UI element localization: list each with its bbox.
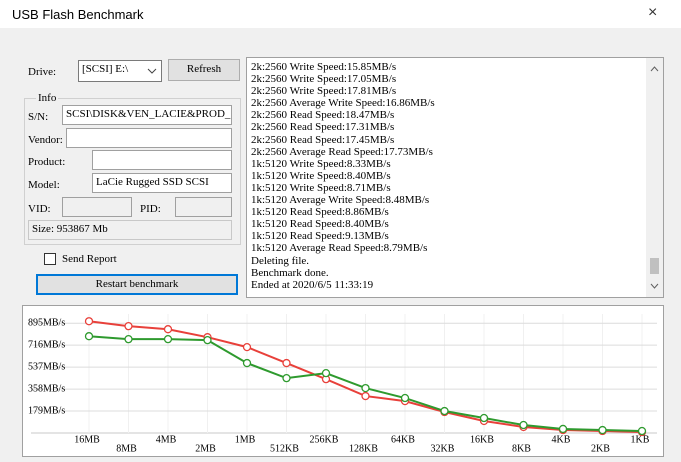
x-tick-label: 16KB [470,434,494,445]
data-point [598,425,607,435]
x-tick-label: 1MB [235,434,256,445]
data-point [84,317,94,326]
log-line: 1k:5120 Write Speed:8.71MB/s [251,181,391,194]
data-point [519,420,528,430]
x-tick-label: 2MB [195,443,216,454]
x-tick-label: 32KB [431,443,455,454]
refresh-button[interactable]: Refresh [168,59,240,81]
log-line: 1k:5120 Write Speed:8.40MB/s [251,169,391,182]
log-line: 1k:5120 Average Read Speed:8.79MB/s [251,242,428,255]
data-point [203,335,212,345]
x-tick-label: 256KB [310,434,339,445]
log-line: 2k:2560 Write Speed:17.05MB/s [251,73,397,86]
data-point [84,332,94,341]
data-point [282,358,291,368]
data-point [282,374,291,383]
send-report-checkbox[interactable] [44,253,56,265]
data-point [163,325,173,334]
x-tick-label: 8MB [116,443,137,454]
drive-select[interactable]: [SCSI] E:\ [78,60,162,82]
log-box: 2k:2560 Write Speed:15.85MB/s 2k:2560 Wri… [246,57,664,298]
product-field[interactable] [92,150,232,170]
log-line: 2k:2560 Write Speed:15.85MB/s [251,61,397,73]
log-line: 1k:5120 Average Write Speed:8.48MB/s [251,194,430,207]
vendor-field[interactable] [66,128,232,148]
restart-button[interactable]: Restart benchmark [36,274,238,295]
log-line: 1k:5120 Write Speed:8.33MB/s [251,157,391,170]
log-line: Benchmark done. [251,266,329,279]
y-tick-label: 895MB/s [28,317,65,328]
data-point [400,393,410,403]
y-tick-label: 716MB/s [28,339,65,350]
size-label: Size: [32,223,54,235]
sn-label: S/N: [28,111,49,123]
data-point [440,406,449,416]
x-tick-label: 8KB [512,443,531,454]
x-tick-label: 128KB [349,443,378,454]
model-field[interactable]: LaCie Rugged SSD SCSI [92,173,232,193]
vid-label: VID: [28,203,51,215]
x-tick-label: 64KB [391,434,415,445]
y-tick-label: 358MB/s [28,383,65,394]
y-tick-label: 179MB/s [28,405,65,416]
log-lines: 2k:2560 Write Speed:15.85MB/s 2k:2560 Wri… [251,61,435,291]
window-title: USB Flash Benchmark [12,7,144,22]
x-tick-label: 4KB [552,434,571,445]
info-title: Info [36,92,59,104]
log-line: Deleting file. [251,254,310,267]
x-tick-label: 2KB [591,443,610,454]
sn-value: SCSI\DISK&VEN_LACIE&PROD_ [66,108,231,120]
log-line: 2k:2560 Read Speed:18.47MB/s [251,109,395,122]
dropdown-arrow [147,68,157,74]
x-tick-label: 16MB [74,434,100,445]
scrollbar-graphics [650,66,659,289]
log-line: Ended at 2020/6/5 11:33:19 [251,278,374,291]
x-tick-label: 1KB [631,434,650,445]
scrollbar[interactable] [646,58,663,297]
send-report-label: Send Report [62,253,117,265]
data-point [242,358,252,368]
chart-panel: 895MB/s 716MB/s 537MB/s 358MB/s 179MB/s 16MB 8… [22,305,664,457]
x-tick-label: 4MB [156,434,177,445]
data-point [361,383,370,393]
product-label: Product: [28,156,66,168]
drive-value: [SCSI] E:\ [82,63,129,75]
drive-label: Drive: [28,66,57,78]
log-line: 2k:2560 Read Speed:17.45MB/s [251,133,395,146]
log-line: 2k:2560 Average Read Speed:17.73MB/s [251,145,433,158]
vendor-label: Vendor: [28,134,63,146]
data-point [637,426,647,436]
log-line: 2k:2560 Write Speed:17.81MB/s [251,85,397,98]
data-point [321,368,331,378]
pid-field [175,197,232,217]
pid-label: PID: [140,203,161,215]
data-point [479,413,489,423]
title-bar: USB Flash Benchmark × [0,0,681,28]
sn-field[interactable]: SCSI\DISK&VEN_LACIE&PROD_ [62,105,232,125]
data-point [163,334,173,344]
close-button[interactable]: × [648,4,658,21]
model-value: LaCie Rugged SSD SCSI [96,176,209,188]
data-point [124,321,133,331]
log-line: 1k:5120 Read Speed:8.40MB/s [251,218,389,231]
model-label: Model: [28,179,60,191]
size-field: Size: 953867 Mb [28,220,232,240]
vid-field [62,197,132,217]
log-line: 2k:2560 Average Write Speed:16.86MB/s [251,97,435,110]
log-line: 1k:5120 Read Speed:9.13MB/s [251,230,389,243]
y-tick-label: 537MB/s [28,361,65,372]
log-line: 2k:2560 Read Speed:17.31MB/s [251,121,395,134]
x-tick-label: 512KB [270,443,299,454]
data-point [361,391,370,401]
data-point [558,424,568,434]
log-line: 1k:5120 Read Speed:8.86MB/s [251,206,389,219]
info-group [24,98,241,245]
chart: 895MB/s 716MB/s 537MB/s 358MB/s 179MB/s 16MB 8… [28,314,657,454]
data-point [242,342,252,352]
data-point [124,334,133,344]
size-value: 953867 Mb [56,223,108,235]
